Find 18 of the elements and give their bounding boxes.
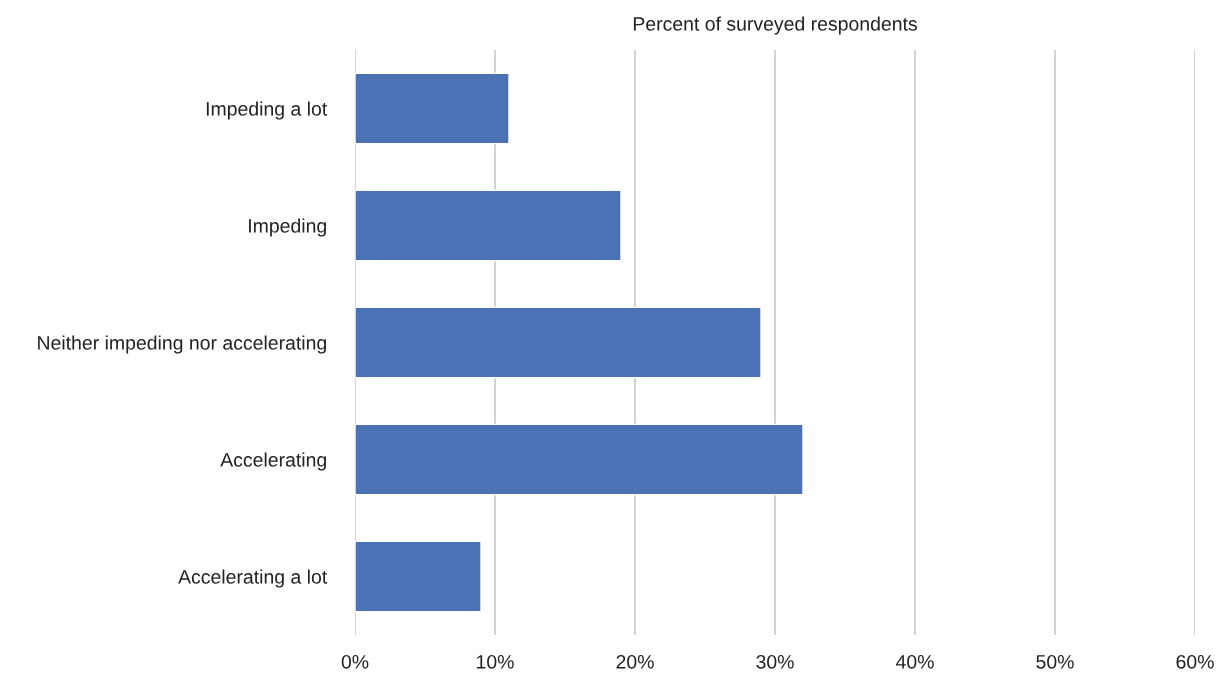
x-tick-label: 50% (1036, 654, 1074, 669)
x-tick-label: 30% (756, 654, 794, 669)
bar (355, 72, 510, 145)
x-tick-label: 10% (477, 654, 514, 669)
bar (355, 423, 804, 496)
x-tick-label: 20% (616, 654, 654, 669)
y-tick-label: Accelerating a lot (178, 569, 328, 588)
x-tick-label: 0% (341, 654, 369, 669)
bar (355, 540, 482, 613)
x-tick-label: 40% (895, 654, 934, 669)
y-tick-label: Accelerating (220, 452, 326, 471)
x-axis-title: Percent of surveyed respondents (633, 16, 917, 35)
y-tick-label: Neither impeding nor accelerating (38, 335, 326, 354)
y-tick-label: Impeding (249, 218, 326, 237)
bar (355, 189, 622, 262)
bar (355, 306, 762, 379)
x-tick-label: 60% (1176, 654, 1214, 669)
y-tick-label: Impeding a lot (206, 101, 328, 120)
